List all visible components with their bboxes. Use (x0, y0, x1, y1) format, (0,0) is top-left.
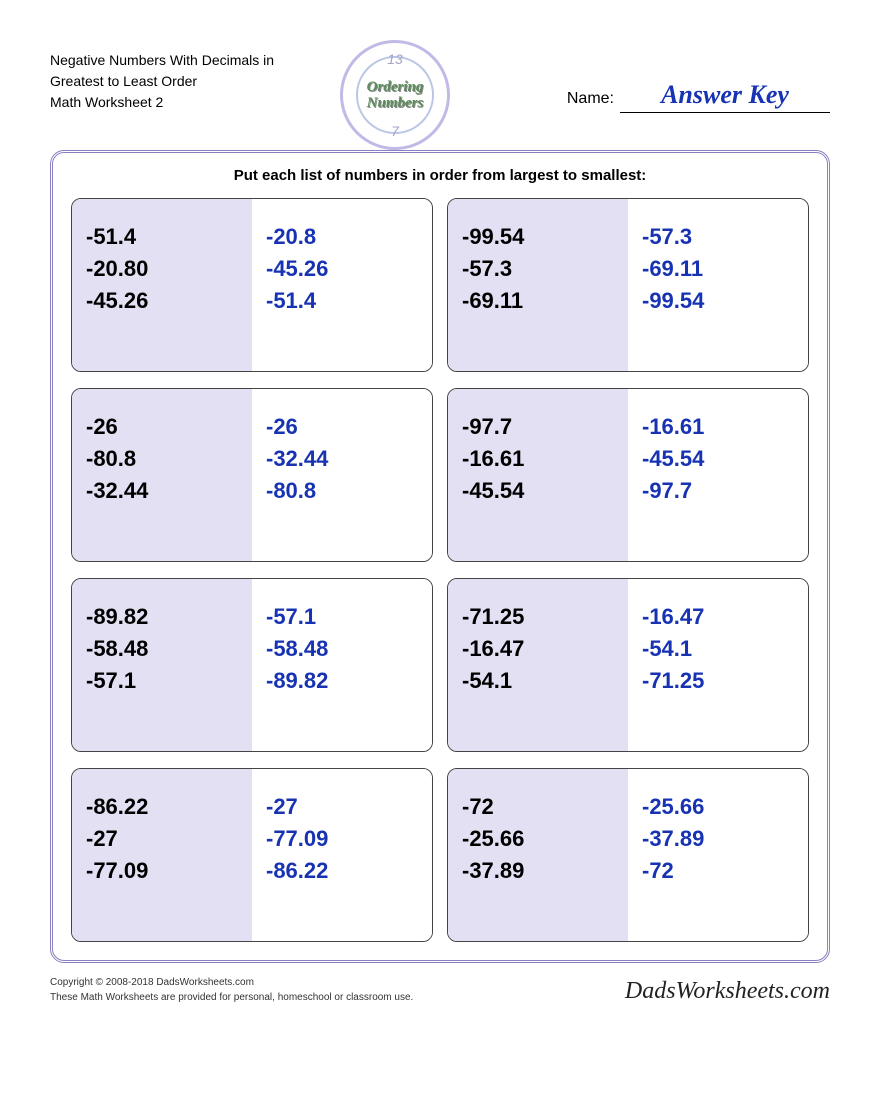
answer-column: -16.47-54.1-71.25 (628, 579, 808, 751)
question-value: -57.3 (462, 253, 614, 285)
question-value: -71.25 (462, 601, 614, 633)
problem-cell: -51.4-20.80-45.26-20.8-45.26-51.4 (71, 198, 433, 372)
answer-value: -69.11 (642, 253, 794, 285)
answer-column: -26-32.44-80.8 (252, 389, 432, 561)
answer-column: -57.1-58.48-89.82 (252, 579, 432, 751)
logo-container: 13 OrderingNumbers 7 (320, 40, 470, 150)
problem-cell: -26-80.8-32.44-26-32.44-80.8 (71, 388, 433, 562)
question-column: -72-25.66-37.89 (448, 769, 628, 941)
answer-value: -51.4 (266, 285, 418, 317)
answer-value: -32.44 (266, 443, 418, 475)
brand-text: DadsWorksheets.com (625, 978, 830, 1005)
copyright-text: Copyright © 2008-2018 DadsWorksheets.com (50, 975, 413, 990)
answer-value: -97.7 (642, 475, 794, 507)
disclaimer-text: These Math Worksheets are provided for p… (50, 990, 413, 1005)
question-column: -26-80.8-32.44 (72, 389, 252, 561)
answer-value: -99.54 (642, 285, 794, 317)
question-value: -89.82 (86, 601, 238, 633)
question-value: -54.1 (462, 665, 614, 697)
problem-cell: -86.22-27-77.09-27-77.09-86.22 (71, 768, 433, 942)
question-value: -86.22 (86, 791, 238, 823)
title-block: Negative Numbers With Decimals in Greate… (50, 50, 320, 113)
title-line-1: Negative Numbers With Decimals in (50, 50, 320, 71)
question-value: -27 (86, 823, 238, 855)
answer-column: -57.3-69.11-99.54 (628, 199, 808, 371)
question-column: -86.22-27-77.09 (72, 769, 252, 941)
instruction-text: Put each list of numbers in order from l… (71, 167, 809, 184)
name-value: Answer Key (620, 80, 830, 113)
answer-value: -89.82 (266, 665, 418, 697)
question-value: -72 (462, 791, 614, 823)
worksheet-body: Put each list of numbers in order from l… (50, 150, 830, 963)
title-line-2: Greatest to Least Order (50, 71, 320, 92)
question-value: -16.47 (462, 633, 614, 665)
answer-value: -77.09 (266, 823, 418, 855)
name-field: Name: Answer Key (470, 50, 830, 113)
question-value: -37.89 (462, 855, 614, 887)
question-value: -80.8 (86, 443, 238, 475)
question-column: -51.4-20.80-45.26 (72, 199, 252, 371)
answer-column: -27-77.09-86.22 (252, 769, 432, 941)
question-value: -57.1 (86, 665, 238, 697)
answer-column: -20.8-45.26-51.4 (252, 199, 432, 371)
question-value: -26 (86, 411, 238, 443)
question-value: -99.54 (462, 221, 614, 253)
answer-value: -71.25 (642, 665, 794, 697)
logo-badge: 13 OrderingNumbers 7 (340, 40, 450, 150)
name-label: Name: (567, 90, 614, 108)
logo-number-bottom: 7 (391, 123, 399, 139)
answer-column: -25.66-37.89-72 (628, 769, 808, 941)
logo-text: OrderingNumbers (367, 79, 424, 112)
problem-grid: -51.4-20.80-45.26-20.8-45.26-51.4-99.54-… (71, 198, 809, 942)
answer-value: -45.54 (642, 443, 794, 475)
question-value: -97.7 (462, 411, 614, 443)
answer-value: -58.48 (266, 633, 418, 665)
question-value: -45.26 (86, 285, 238, 317)
answer-value: -25.66 (642, 791, 794, 823)
problem-cell: -71.25-16.47-54.1-16.47-54.1-71.25 (447, 578, 809, 752)
answer-value: -72 (642, 855, 794, 887)
answer-value: -16.61 (642, 411, 794, 443)
question-value: -51.4 (86, 221, 238, 253)
answer-value: -27 (266, 791, 418, 823)
answer-value: -16.47 (642, 601, 794, 633)
worksheet-footer: Copyright © 2008-2018 DadsWorksheets.com… (50, 975, 830, 1005)
question-column: -71.25-16.47-54.1 (448, 579, 628, 751)
problem-cell: -89.82-58.48-57.1-57.1-58.48-89.82 (71, 578, 433, 752)
question-value: -16.61 (462, 443, 614, 475)
question-value: -20.80 (86, 253, 238, 285)
title-line-3: Math Worksheet 2 (50, 92, 320, 113)
answer-value: -57.3 (642, 221, 794, 253)
problem-cell: -72-25.66-37.89-25.66-37.89-72 (447, 768, 809, 942)
answer-column: -16.61-45.54-97.7 (628, 389, 808, 561)
question-value: -77.09 (86, 855, 238, 887)
question-column: -97.7-16.61-45.54 (448, 389, 628, 561)
question-value: -32.44 (86, 475, 238, 507)
problem-cell: -99.54-57.3-69.11-57.3-69.11-99.54 (447, 198, 809, 372)
question-column: -89.82-58.48-57.1 (72, 579, 252, 751)
question-value: -58.48 (86, 633, 238, 665)
worksheet-header: Negative Numbers With Decimals in Greate… (50, 50, 830, 140)
answer-value: -20.8 (266, 221, 418, 253)
question-value: -69.11 (462, 285, 614, 317)
answer-value: -26 (266, 411, 418, 443)
answer-value: -80.8 (266, 475, 418, 507)
answer-value: -37.89 (642, 823, 794, 855)
logo-number-top: 13 (387, 51, 403, 67)
answer-value: -45.26 (266, 253, 418, 285)
question-value: -25.66 (462, 823, 614, 855)
answer-value: -57.1 (266, 601, 418, 633)
problem-cell: -97.7-16.61-45.54-16.61-45.54-97.7 (447, 388, 809, 562)
answer-value: -54.1 (642, 633, 794, 665)
answer-value: -86.22 (266, 855, 418, 887)
question-value: -45.54 (462, 475, 614, 507)
question-column: -99.54-57.3-69.11 (448, 199, 628, 371)
